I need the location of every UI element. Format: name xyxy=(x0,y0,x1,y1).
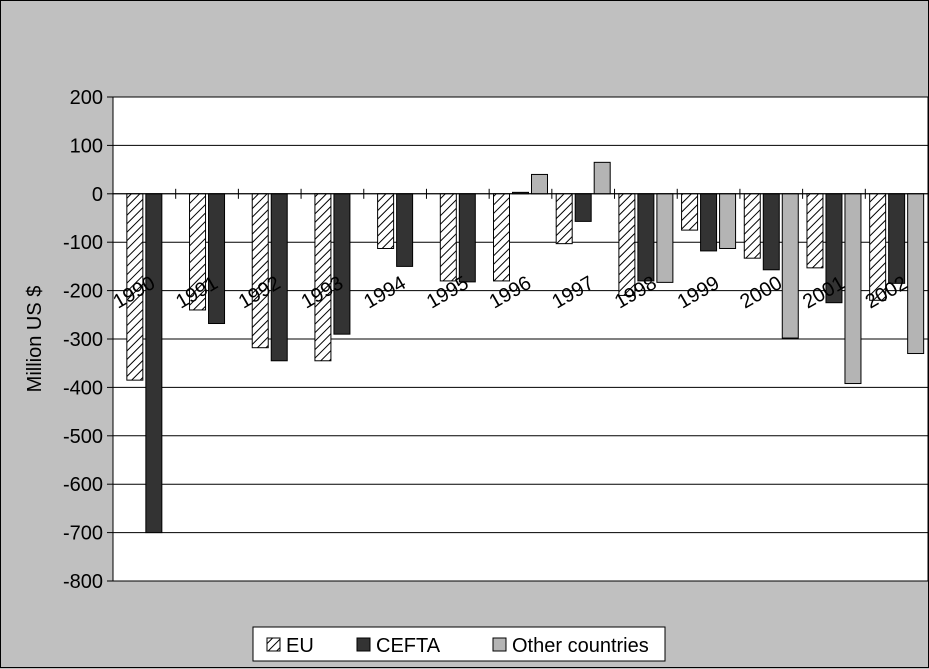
bar-cefta-1997 xyxy=(574,193,592,222)
bar-other-countries-2002 xyxy=(907,193,925,355)
y-tick-label: -200 xyxy=(63,281,103,303)
legend-label-eu: EU xyxy=(286,635,314,657)
bar-cefta-1995 xyxy=(458,193,476,283)
bar-other-countries-2000 xyxy=(781,193,799,339)
bar-eu-1998 xyxy=(618,193,636,296)
bar-eu-1992 xyxy=(251,193,269,349)
bar-eu-2000 xyxy=(743,193,761,259)
y-tick-label: 100 xyxy=(70,135,103,157)
legend-label-other-countries: Other countries xyxy=(512,635,649,657)
y-tick-label: -600 xyxy=(63,474,103,496)
bar-other-countries-1997 xyxy=(593,161,611,195)
bar-cefta-1998 xyxy=(637,193,655,282)
y-tick-label: -300 xyxy=(63,329,103,351)
bar-eu-1994 xyxy=(377,193,395,249)
bar-eu-1999 xyxy=(681,193,699,231)
bar-other-countries-1996 xyxy=(531,173,548,195)
bar-cefta-1999 xyxy=(700,193,718,252)
y-axis-label: Million US $ xyxy=(24,286,46,393)
y-tick-label: -700 xyxy=(63,523,103,545)
bar-eu-1996 xyxy=(493,193,510,282)
bar-cefta-1990 xyxy=(145,193,163,534)
legend-box xyxy=(252,626,666,662)
y-tick-label: 0 xyxy=(92,184,103,206)
bar-cefta-1994 xyxy=(396,193,414,267)
legend-swatch-cefta xyxy=(356,637,371,652)
bar-other-countries-1999 xyxy=(719,193,737,249)
y-tick-label: -500 xyxy=(63,426,103,448)
legend-label-cefta: CEFTA xyxy=(376,635,441,657)
bar-other-countries-1998 xyxy=(656,193,674,283)
bar-cefta-1993 xyxy=(333,193,351,335)
legend-swatch-eu xyxy=(266,637,281,652)
bar-cefta-2002 xyxy=(888,193,906,284)
bar-other-countries-2001 xyxy=(844,193,862,385)
y-tick-label: -400 xyxy=(63,377,103,399)
bar-cefta-2000 xyxy=(762,193,780,271)
bar-eu-2001 xyxy=(806,193,824,269)
bar-eu-1995 xyxy=(439,193,457,282)
y-tick-label: -800 xyxy=(63,571,103,593)
y-tick-label: -100 xyxy=(63,232,103,254)
bar-cefta-1991 xyxy=(208,193,226,325)
legend: EU CEFTA Other countries xyxy=(252,626,666,662)
y-tick-label: 200 xyxy=(70,87,103,109)
legend-swatch-other-countries xyxy=(492,637,507,652)
bar-eu-1997 xyxy=(555,193,573,245)
